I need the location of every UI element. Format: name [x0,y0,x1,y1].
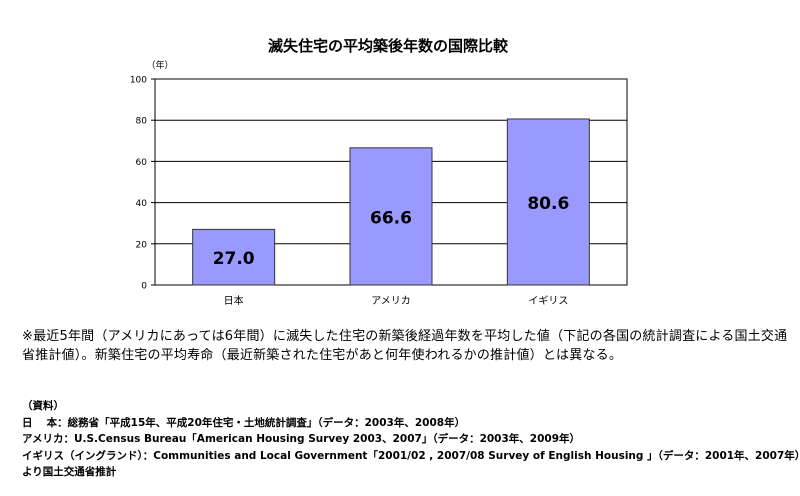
y-tick-label: 0 [141,282,147,292]
y-tick-label: 80 [136,117,148,127]
bar [349,147,433,286]
y-tick-label: 40 [136,199,148,209]
x-axis-labels: 日本 アメリカ イギリス [224,294,569,307]
data-label: 80.6 [527,194,569,214]
bar [192,228,276,286]
y-axis-unit: （年） [146,59,173,71]
sources-heading: （資料） [22,400,64,412]
source-line: イギリス（イングランド）：Communities and Local Gover… [22,449,800,462]
data-labels: 27.0 66.6 80.6 [213,194,570,269]
source-line: より国土交通省推計 [22,466,117,478]
chart-note: ※最近5年間（アメリカにあっては6年間）に滅失した住宅の新築後経過年数を平均した… [22,329,788,363]
data-label: 66.6 [370,208,412,228]
chart-title: 滅失住宅の平均築後年数の国際比較 [268,37,509,55]
y-axis-ticks: 0 20 40 60 80 100 [130,76,155,292]
category-label: アメリカ [371,295,411,307]
source-line: アメリカ：U.S.Census Bureau「American Housing … [22,433,581,445]
data-label: 27.0 [213,249,255,269]
y-tick-label: 100 [130,76,147,86]
bars [192,118,590,286]
source-line: 日 本：総務省「平成15年、平成20年住宅・土地統計調査」（データ：2003年、… [22,416,466,429]
category-label: 日本 [224,294,244,307]
y-tick-label: 60 [136,158,148,168]
sources-block: （資料） 日 本：総務省「平成15年、平成20年住宅・土地統計調査」（データ：2… [22,398,800,481]
category-label: イギリス [528,295,568,307]
bar-chart: 滅失住宅の平均築後年数の国際比較 （年） 0 20 40 60 80 100 27.0 66… [130,37,628,307]
bar [506,118,590,286]
y-tick-label: 20 [136,240,148,250]
